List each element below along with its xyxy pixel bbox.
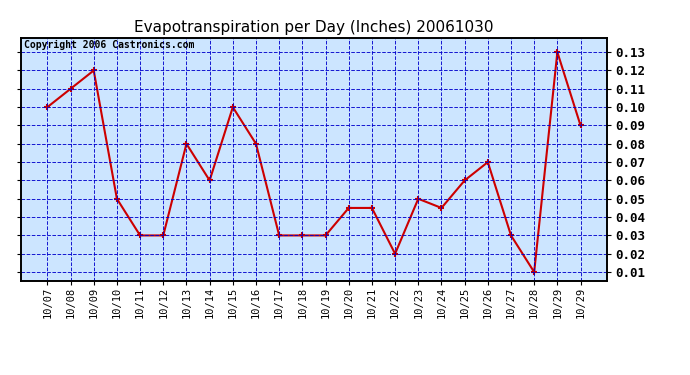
Title: Evapotranspiration per Day (Inches) 20061030: Evapotranspiration per Day (Inches) 2006… (134, 20, 494, 35)
Text: Copyright 2006 Castronics.com: Copyright 2006 Castronics.com (23, 40, 194, 50)
